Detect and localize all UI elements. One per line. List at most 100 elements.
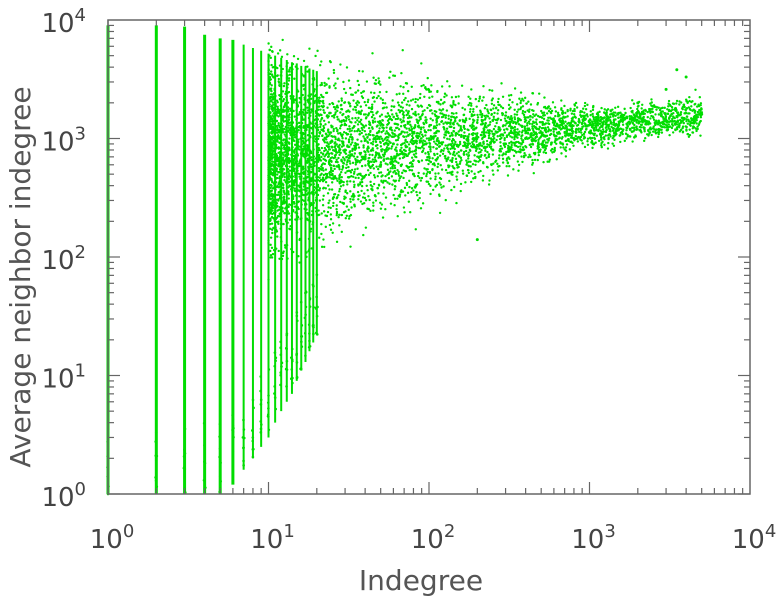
data-point xyxy=(468,124,472,127)
data-point xyxy=(368,153,371,156)
data-point xyxy=(316,188,319,192)
data-point xyxy=(421,112,424,116)
data-point xyxy=(569,121,573,124)
data-point xyxy=(560,117,564,120)
data-point xyxy=(328,223,332,227)
data-point xyxy=(286,91,289,95)
data-point xyxy=(626,125,629,128)
data-point xyxy=(518,141,521,145)
data-point xyxy=(377,77,380,80)
data-point xyxy=(283,151,286,154)
data-point xyxy=(637,110,641,114)
data-point xyxy=(361,70,364,73)
data-point xyxy=(328,111,331,115)
data-point xyxy=(405,183,409,187)
data-point xyxy=(523,127,527,131)
data-point xyxy=(534,121,538,124)
data-point xyxy=(338,174,341,177)
data-point xyxy=(431,95,434,98)
data-point xyxy=(451,156,454,160)
data-point xyxy=(565,139,568,142)
data-point xyxy=(275,160,278,163)
data-point xyxy=(658,121,662,125)
data-point xyxy=(631,121,635,125)
data-point xyxy=(500,147,504,150)
data-point xyxy=(431,157,434,160)
data-point xyxy=(294,194,298,197)
data-point xyxy=(279,340,282,344)
data-point xyxy=(298,96,301,100)
data-point xyxy=(329,156,332,160)
data-point xyxy=(534,151,537,155)
data-point xyxy=(317,154,321,158)
data-point xyxy=(316,193,320,197)
data-point xyxy=(280,361,284,365)
data-point xyxy=(483,107,487,110)
data-point xyxy=(269,254,273,257)
data-point xyxy=(389,117,393,121)
data-point xyxy=(269,97,272,100)
data-point xyxy=(371,158,375,161)
data-point xyxy=(331,204,335,208)
data-point xyxy=(399,164,403,168)
data-point xyxy=(284,346,288,350)
data-point xyxy=(273,140,276,144)
data-point xyxy=(606,108,610,111)
data-point xyxy=(533,158,537,162)
data-point xyxy=(454,157,458,161)
data-point xyxy=(307,165,310,169)
data-point xyxy=(319,125,322,129)
data-point xyxy=(295,314,299,318)
data-point xyxy=(274,188,277,191)
data-point xyxy=(440,186,443,189)
data-point xyxy=(311,221,315,224)
data-point xyxy=(439,112,442,115)
data-point xyxy=(574,101,578,105)
data-point xyxy=(318,130,322,134)
data-point xyxy=(281,254,285,258)
data-point xyxy=(327,201,330,205)
data-point xyxy=(521,134,524,137)
data-point xyxy=(289,66,292,70)
data-point xyxy=(448,138,451,141)
data-point xyxy=(449,152,452,155)
data-point xyxy=(279,218,283,221)
data-point xyxy=(312,148,315,151)
data-point xyxy=(274,407,277,411)
data-point xyxy=(274,200,278,204)
data-point xyxy=(373,82,376,85)
data-point xyxy=(551,147,554,151)
data-point xyxy=(535,118,538,121)
data-point xyxy=(287,77,291,80)
data-point xyxy=(450,173,453,176)
data-point xyxy=(308,162,312,166)
data-point xyxy=(356,190,360,194)
data-point xyxy=(297,200,301,203)
data-point xyxy=(384,162,387,165)
data-point xyxy=(600,142,603,145)
data-point xyxy=(347,79,351,82)
data-point xyxy=(371,52,374,55)
data-point xyxy=(281,90,285,93)
data-point xyxy=(318,199,322,202)
data-point xyxy=(510,143,513,147)
data-point xyxy=(296,164,300,168)
data-point xyxy=(696,110,700,114)
data-point xyxy=(447,165,450,169)
data-point xyxy=(453,147,456,151)
data-point xyxy=(446,137,449,140)
data-point xyxy=(418,191,422,194)
data-point xyxy=(334,86,337,90)
data-point xyxy=(323,245,326,249)
data-point xyxy=(396,114,399,118)
data-point xyxy=(260,423,263,426)
data-point xyxy=(322,194,325,197)
data-point xyxy=(686,122,689,125)
data-point xyxy=(573,121,576,124)
data-point xyxy=(397,108,400,112)
data-point xyxy=(354,116,357,120)
data-point xyxy=(398,92,401,95)
data-point xyxy=(544,129,547,132)
data-point xyxy=(310,131,314,135)
data-point xyxy=(470,104,473,107)
